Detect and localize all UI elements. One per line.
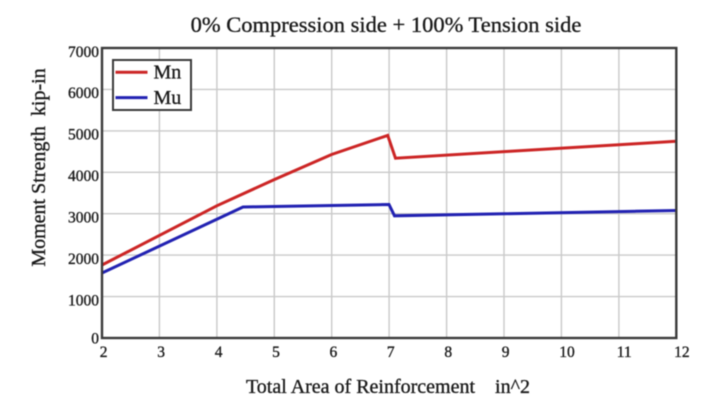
svg-text:6000: 6000 xyxy=(68,85,99,102)
svg-text:3000: 3000 xyxy=(68,210,99,227)
svg-text:3: 3 xyxy=(157,344,165,361)
svg-text:12: 12 xyxy=(674,344,690,361)
svg-text:1000: 1000 xyxy=(68,292,99,309)
svg-text:0: 0 xyxy=(91,331,99,348)
svg-text:2: 2 xyxy=(100,344,108,361)
svg-text:10: 10 xyxy=(559,344,575,361)
svg-text:8: 8 xyxy=(444,344,452,361)
svg-text:Total Area of Reinforcement: Total Area of Reinforcement in^2 xyxy=(246,376,530,398)
svg-text:7: 7 xyxy=(387,344,395,361)
svg-text:2000: 2000 xyxy=(68,251,99,268)
svg-text:Mu: Mu xyxy=(154,87,182,109)
svg-text:Mn: Mn xyxy=(154,62,182,84)
svg-text:0% Compression side + 100% Ten: 0% Compression side + 100% Tension side xyxy=(191,12,582,37)
svg-text:5000: 5000 xyxy=(68,127,99,144)
svg-text:Moment Strength kip-in: Moment Strength kip-in xyxy=(28,68,50,266)
svg-text:6: 6 xyxy=(330,344,338,361)
svg-text:5: 5 xyxy=(272,344,280,361)
svg-text:7000: 7000 xyxy=(68,44,99,61)
svg-text:11: 11 xyxy=(617,344,632,361)
svg-text:4000: 4000 xyxy=(68,168,99,185)
svg-text:9: 9 xyxy=(502,344,510,361)
svg-text:4: 4 xyxy=(215,344,223,361)
